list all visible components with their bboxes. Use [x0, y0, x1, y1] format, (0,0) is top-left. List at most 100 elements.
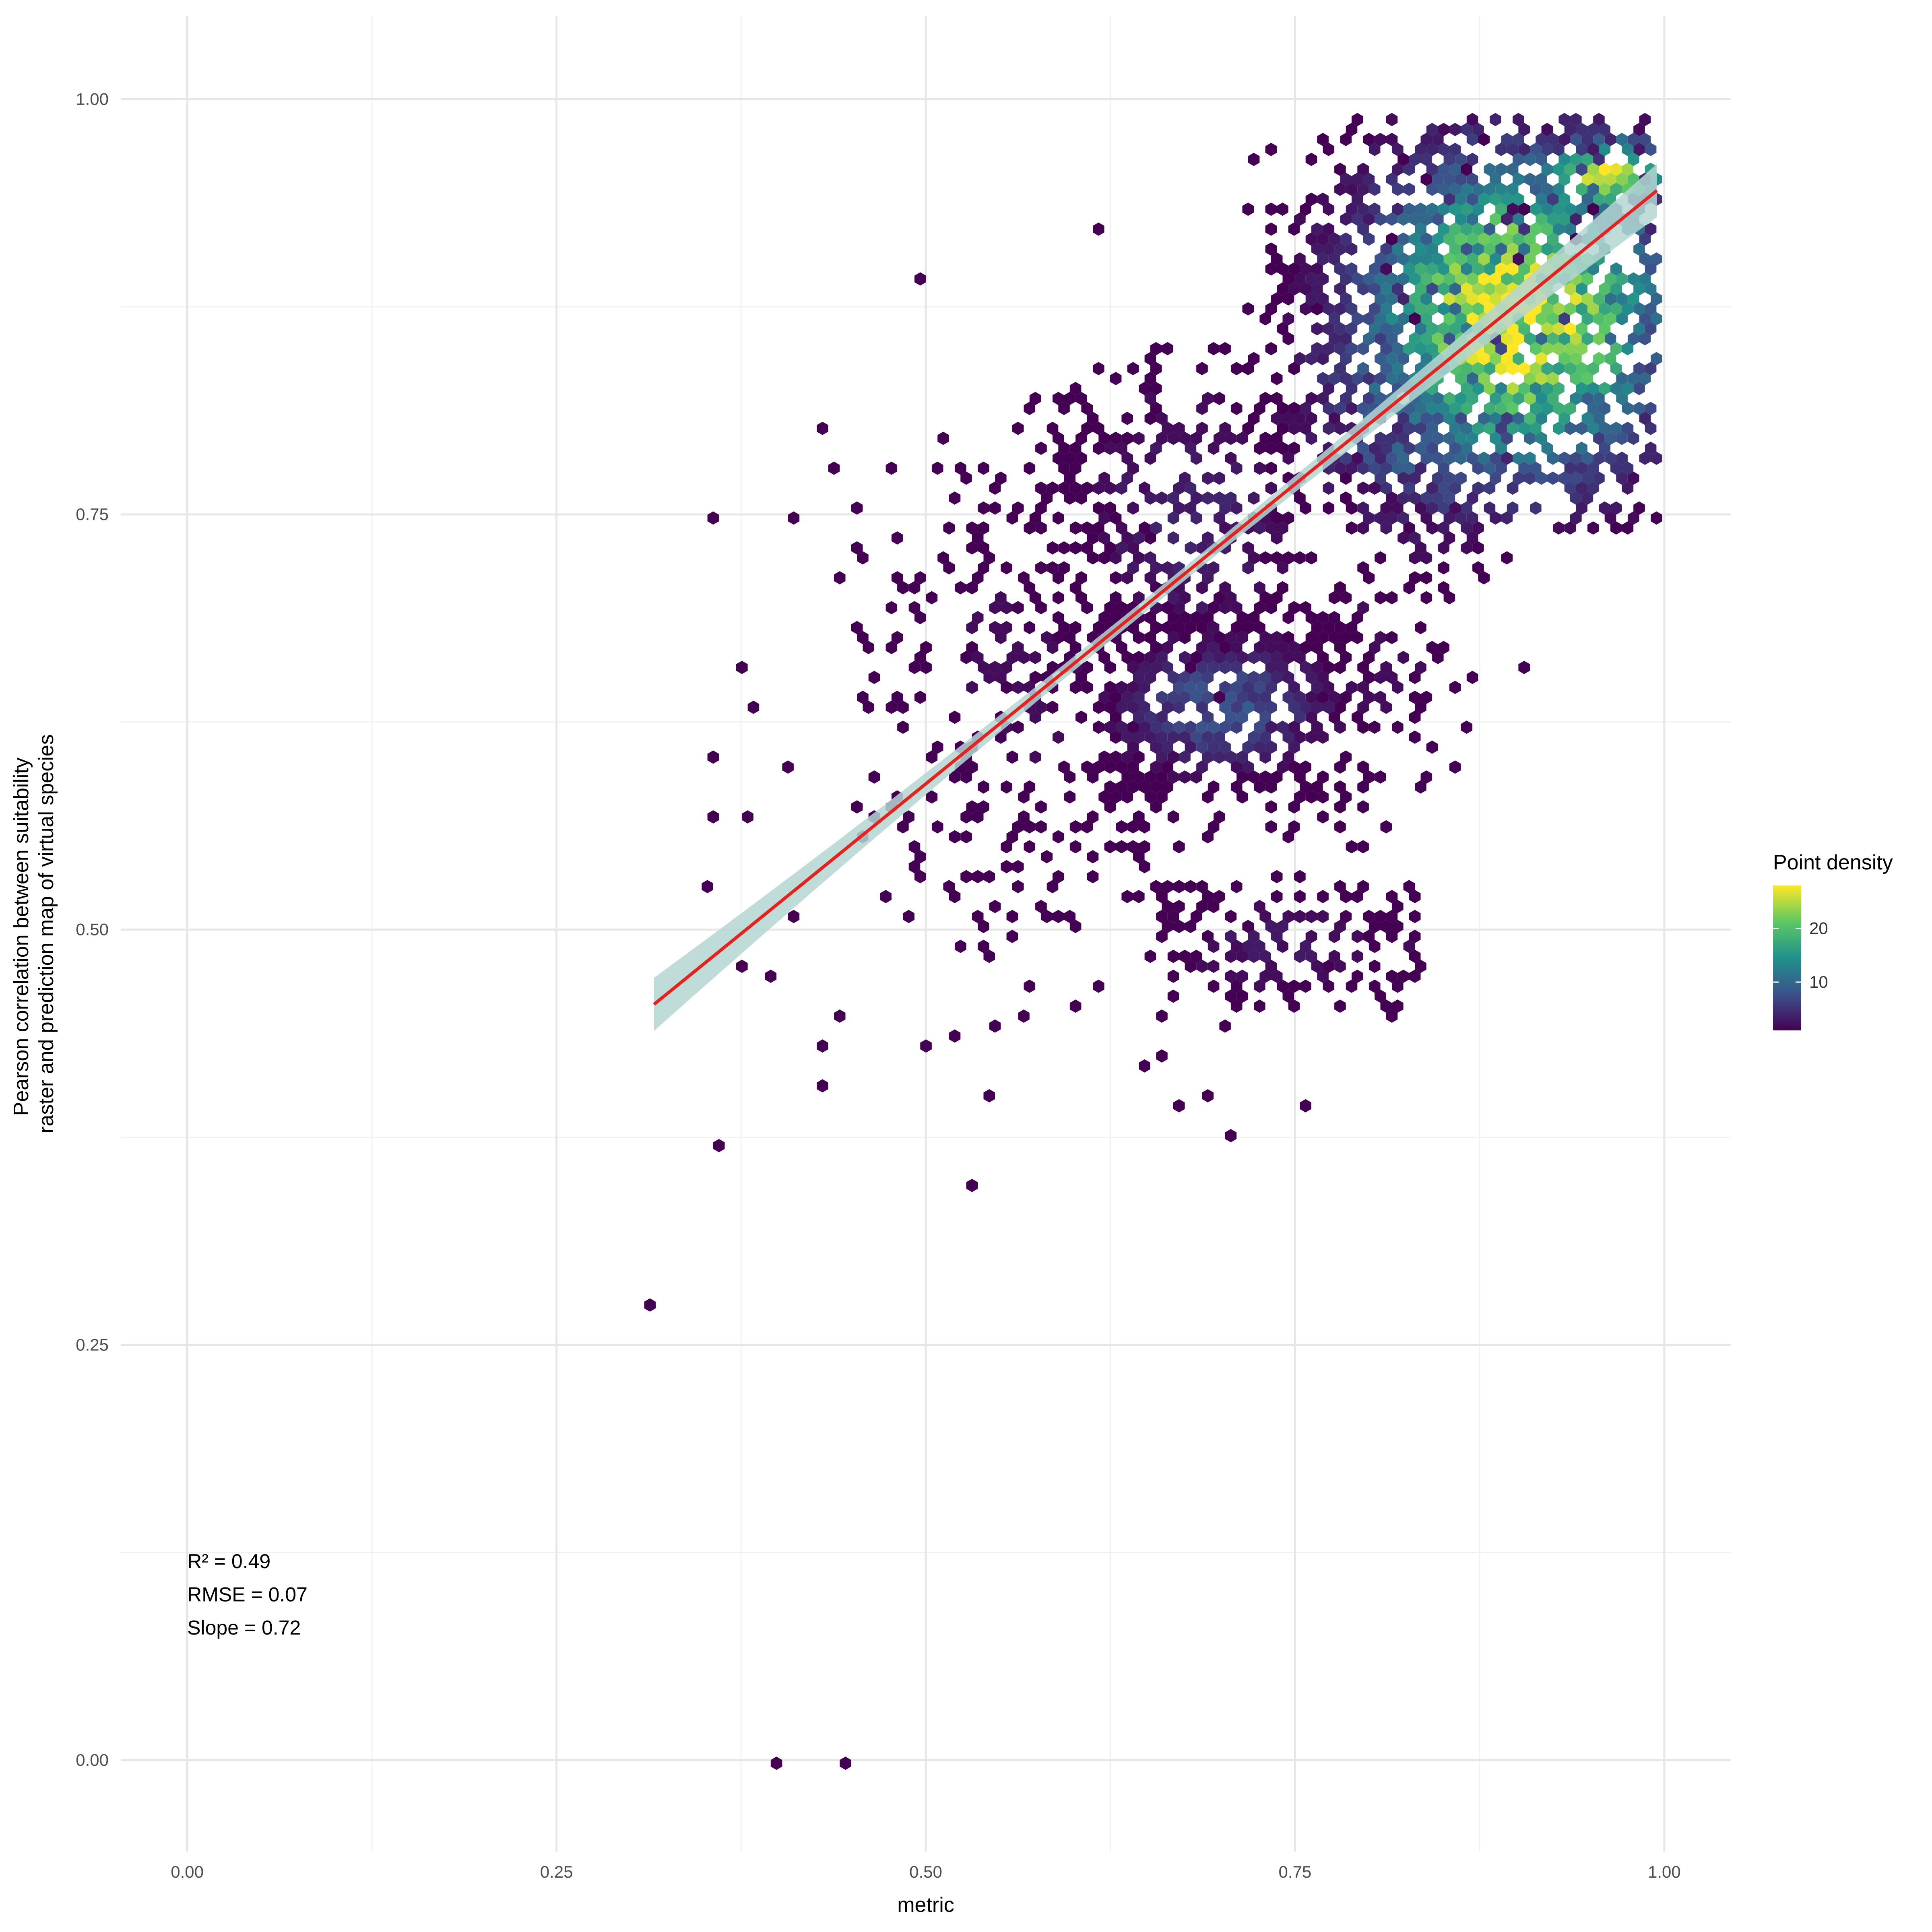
hexbin-cell [1409, 412, 1421, 425]
hexbin-cell [1185, 481, 1197, 495]
hexbin-cell [1024, 780, 1036, 794]
hexbin-cell [1334, 282, 1346, 296]
hexbin-cell [1461, 242, 1473, 256]
hexbin-cell [1104, 681, 1116, 694]
hexbin-cell [1472, 202, 1484, 216]
hexbin-cell [1340, 890, 1352, 903]
hexbin-cell [1179, 691, 1191, 704]
hexbin-cell [1323, 202, 1335, 216]
hexbin-cell [1426, 202, 1438, 216]
hexbin-cell [1392, 142, 1404, 156]
hexbin-cell [1380, 442, 1392, 455]
hexbin-cell [1380, 242, 1392, 256]
hexbin-cell [1604, 173, 1616, 186]
hexbin-cell [1041, 491, 1053, 505]
hexbin-cell [1409, 970, 1421, 983]
hexbin-cell [1420, 412, 1432, 425]
hexbin-cell [989, 601, 1001, 615]
hexbin-cell [978, 501, 989, 515]
hexbin-cell [1426, 142, 1438, 156]
hexbin-cell [1230, 880, 1243, 894]
hexbin-cell [1386, 292, 1398, 305]
hexbin-cell [1001, 661, 1012, 674]
hexbin-cell [1259, 651, 1271, 664]
hexbin-cell [1340, 591, 1352, 605]
hexbin-cell [1265, 780, 1277, 794]
hexbin-cell [1409, 691, 1421, 704]
hexbin-cell [1236, 631, 1248, 644]
hexbin-cell [1513, 213, 1524, 226]
hexbin-cell [1104, 442, 1116, 455]
hexbin-cell [1265, 800, 1277, 814]
hexbin-cell [1294, 949, 1306, 963]
hexbin-cell [1317, 272, 1329, 286]
hexbin-cell [1202, 471, 1214, 485]
hexbin-cell [1242, 362, 1254, 376]
hexbin-cell [1363, 910, 1375, 923]
hexbin-cell [1340, 471, 1352, 485]
hexbin-cell [1242, 561, 1254, 575]
hexbin-cell [1328, 372, 1340, 385]
hexbin-cell [1558, 471, 1570, 485]
hexbin-cell [1386, 970, 1398, 983]
hexbin-cell [886, 461, 898, 475]
hexbin-cell [1501, 192, 1513, 206]
hexbin-cell [1380, 661, 1392, 674]
hexbin-cell [1317, 631, 1329, 644]
hexbin-cell [1461, 442, 1473, 455]
hexbin-cell [1323, 421, 1335, 435]
hexbin-cell [770, 1757, 782, 1770]
hexbin-cell [1397, 471, 1409, 485]
hexbin-cell [966, 641, 978, 654]
hexbin-cell [1368, 322, 1381, 336]
hexbin-cell [1294, 890, 1306, 903]
hexbin-cell [1121, 452, 1133, 465]
hexbin-cell [1294, 491, 1306, 505]
hexbin-cell [1150, 720, 1162, 734]
hexbin-cell [1403, 461, 1415, 475]
hexbin-cell [1518, 142, 1530, 156]
hexbin-cell [1230, 661, 1243, 674]
hexbin-cell [1230, 939, 1243, 953]
hexbin-cell [1368, 442, 1381, 455]
hexbin-cell [1536, 332, 1547, 345]
hexbin-cell [1352, 173, 1363, 186]
hexbin-cell [1645, 222, 1657, 236]
r-squared-label: R² = 0.49 [187, 1550, 270, 1573]
hexbin-cell [1110, 551, 1122, 565]
hexbin-cell [1046, 481, 1059, 495]
hexbin-cell [1190, 611, 1202, 624]
hexbin-cell [1518, 242, 1530, 256]
hexbin-cell [1495, 382, 1507, 395]
hexbin-cell [1196, 661, 1208, 674]
hexbin-cell [1288, 601, 1300, 615]
hexbin-cell [1622, 382, 1634, 395]
hexbin-cell [1553, 182, 1565, 196]
hexbin-cell [1490, 431, 1501, 445]
hexbin-cell [1375, 213, 1386, 226]
hexbin-cell [1380, 700, 1392, 714]
hexbin-cell [1587, 182, 1599, 196]
hexbin-cell [908, 860, 921, 873]
hexbin-cell [1564, 282, 1576, 296]
hexbin-cell [1259, 910, 1271, 923]
hexbin-cell [1196, 621, 1208, 634]
hexbin-cell [949, 491, 961, 505]
hexbin-cell [1403, 442, 1415, 455]
hexbin-cell [1127, 681, 1139, 694]
hexbin-cell [1420, 272, 1432, 286]
hexbin-cell [1093, 481, 1104, 495]
hexbin-cell [1513, 412, 1524, 425]
hexbin-cell [1127, 740, 1139, 754]
hexbin-cell [1466, 392, 1478, 405]
hexbin-cell [1363, 452, 1375, 465]
hexbin-cell [1472, 262, 1484, 276]
hexbin-cell [1375, 431, 1386, 445]
hexbin-cell [1484, 362, 1496, 376]
hexbin-cell [840, 1757, 851, 1770]
hexbin-cell [1645, 262, 1657, 276]
legend-tick-label: 10 [1809, 972, 1828, 991]
hexbin-cell [926, 750, 938, 764]
hexbin-cell [1518, 322, 1530, 336]
hexbin-cell [1501, 551, 1513, 565]
